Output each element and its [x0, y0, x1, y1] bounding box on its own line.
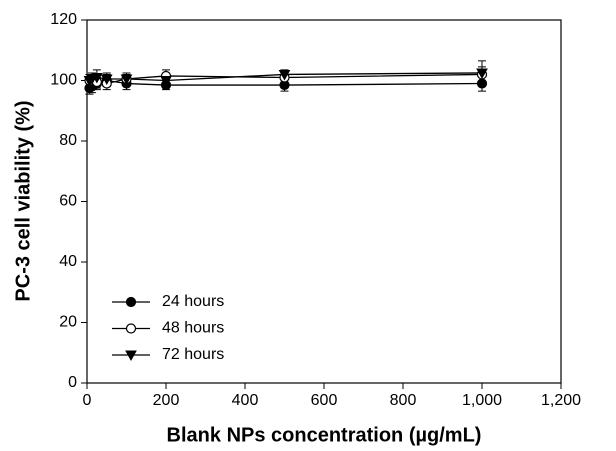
data-point [100, 74, 113, 86]
y-tick-label: 80 [59, 132, 77, 149]
x-tick-label: 600 [311, 392, 338, 409]
legend-label: 72 hours [162, 346, 224, 363]
y-tick-label: 120 [50, 11, 77, 28]
x-axis-label: Blank NPs concentration (µg/mL) [167, 424, 482, 446]
data-point [160, 76, 172, 87]
y-tick-label: 40 [59, 253, 77, 270]
x-tick-label: 1,000 [462, 392, 502, 409]
y-tick-label: 20 [59, 314, 77, 331]
x-tick-label: 400 [232, 392, 259, 409]
y-tick-label: 60 [59, 193, 77, 210]
y-tick-label: 100 [50, 72, 77, 89]
x-tick-label: 200 [153, 392, 180, 409]
legend-marker [125, 323, 137, 334]
data-point [278, 69, 291, 81]
y-tick-label: 0 [68, 374, 77, 391]
legend-label: 24 hours [162, 293, 224, 310]
data-point [91, 72, 103, 84]
legend-label: 48 hours [162, 320, 224, 337]
y-axis-label: PC-3 cell viability (%) [12, 100, 34, 301]
x-tick-label: 1,200 [541, 392, 581, 409]
legend-marker [125, 296, 137, 308]
legend-marker [125, 350, 137, 362]
data-point [120, 74, 133, 86]
data-point [476, 68, 488, 79]
data-point [476, 78, 488, 89]
x-tick-label: 800 [390, 392, 417, 409]
x-tick-label: 0 [83, 392, 92, 409]
